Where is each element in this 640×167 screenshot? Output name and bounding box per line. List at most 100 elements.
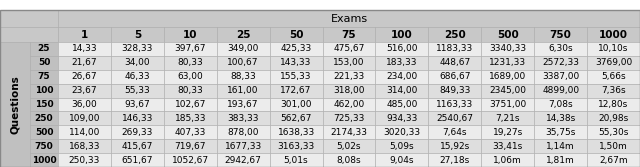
Bar xyxy=(534,153,587,167)
Bar xyxy=(217,153,269,167)
Text: 183,33: 183,33 xyxy=(386,58,418,67)
Bar xyxy=(376,139,428,153)
Bar xyxy=(323,84,376,98)
Bar xyxy=(587,139,640,153)
Bar xyxy=(58,10,640,27)
Text: 12,80s: 12,80s xyxy=(598,100,628,109)
Text: 562,67: 562,67 xyxy=(280,114,312,123)
Text: 3340,33: 3340,33 xyxy=(489,44,526,53)
Text: 153,00: 153,00 xyxy=(333,58,365,67)
Text: 1052,67: 1052,67 xyxy=(172,155,209,164)
Bar xyxy=(323,98,376,111)
Text: 33,41s: 33,41s xyxy=(493,142,523,151)
Bar xyxy=(58,56,111,70)
Bar xyxy=(111,84,164,98)
Text: 1,81m: 1,81m xyxy=(547,155,575,164)
Text: 314,00: 314,00 xyxy=(386,86,417,95)
Bar xyxy=(323,139,376,153)
Text: 7,64s: 7,64s xyxy=(443,128,467,137)
Text: 100,67: 100,67 xyxy=(227,58,259,67)
Text: 5,02s: 5,02s xyxy=(337,142,361,151)
Bar xyxy=(587,42,640,56)
Bar xyxy=(0,42,30,167)
Bar xyxy=(376,98,428,111)
Bar xyxy=(534,125,587,139)
Bar xyxy=(0,27,58,42)
Text: 172,67: 172,67 xyxy=(280,86,312,95)
Text: 221,33: 221,33 xyxy=(333,72,365,81)
Bar xyxy=(587,56,640,70)
Bar xyxy=(30,98,58,111)
Bar xyxy=(587,125,640,139)
Bar xyxy=(164,125,217,139)
Text: 102,67: 102,67 xyxy=(175,100,206,109)
Text: 750: 750 xyxy=(35,142,53,151)
Text: 1163,33: 1163,33 xyxy=(436,100,474,109)
Bar xyxy=(164,42,217,56)
Bar xyxy=(376,27,428,42)
Bar xyxy=(481,111,534,125)
Bar xyxy=(30,42,58,56)
Text: 50: 50 xyxy=(289,30,303,40)
Bar xyxy=(323,125,376,139)
Text: 80,33: 80,33 xyxy=(177,86,203,95)
Text: 7,21s: 7,21s xyxy=(495,114,520,123)
Text: 100: 100 xyxy=(35,86,53,95)
Text: 7,36s: 7,36s xyxy=(601,86,626,95)
Text: 3020,33: 3020,33 xyxy=(383,128,420,137)
Text: 349,00: 349,00 xyxy=(227,44,259,53)
Bar xyxy=(30,153,58,167)
Text: 15,92s: 15,92s xyxy=(440,142,470,151)
Text: 9,04s: 9,04s xyxy=(390,155,414,164)
Bar xyxy=(217,42,269,56)
Bar xyxy=(58,125,111,139)
Text: 10,10s: 10,10s xyxy=(598,44,628,53)
Bar xyxy=(30,111,58,125)
Text: 100: 100 xyxy=(391,30,413,40)
Text: Exams: Exams xyxy=(330,14,367,24)
Text: 250: 250 xyxy=(444,30,466,40)
Bar xyxy=(534,56,587,70)
Text: 150: 150 xyxy=(35,100,53,109)
Bar xyxy=(269,153,323,167)
Text: 383,33: 383,33 xyxy=(227,114,259,123)
Bar xyxy=(323,111,376,125)
Bar xyxy=(269,98,323,111)
Bar xyxy=(164,84,217,98)
Text: 328,33: 328,33 xyxy=(122,44,153,53)
Bar xyxy=(428,56,481,70)
Text: 269,33: 269,33 xyxy=(122,128,153,137)
Bar xyxy=(428,125,481,139)
Bar xyxy=(217,27,269,42)
Text: 93,67: 93,67 xyxy=(125,100,150,109)
Bar xyxy=(376,125,428,139)
Text: 8,08s: 8,08s xyxy=(337,155,362,164)
Bar xyxy=(30,70,58,84)
Bar xyxy=(269,42,323,56)
Text: 250: 250 xyxy=(35,114,53,123)
Text: 3751,00: 3751,00 xyxy=(489,100,526,109)
Bar xyxy=(428,42,481,56)
Bar xyxy=(587,70,640,84)
Bar xyxy=(30,139,58,153)
Text: 20,98s: 20,98s xyxy=(598,114,628,123)
Text: 1,14m: 1,14m xyxy=(547,142,575,151)
Bar xyxy=(111,125,164,139)
Text: 301,00: 301,00 xyxy=(280,100,312,109)
Text: 878,00: 878,00 xyxy=(227,128,259,137)
Text: 23,67: 23,67 xyxy=(72,86,97,95)
Text: 425,33: 425,33 xyxy=(280,44,312,53)
Bar xyxy=(58,139,111,153)
Bar xyxy=(376,70,428,84)
Bar xyxy=(481,139,534,153)
Bar xyxy=(58,84,111,98)
Text: 4899,00: 4899,00 xyxy=(542,86,579,95)
Text: 75: 75 xyxy=(342,30,356,40)
Text: 109,00: 109,00 xyxy=(68,114,100,123)
Bar xyxy=(534,98,587,111)
Bar xyxy=(481,153,534,167)
Bar xyxy=(587,98,640,111)
Text: 7,08s: 7,08s xyxy=(548,100,573,109)
Bar xyxy=(217,84,269,98)
Bar xyxy=(111,56,164,70)
